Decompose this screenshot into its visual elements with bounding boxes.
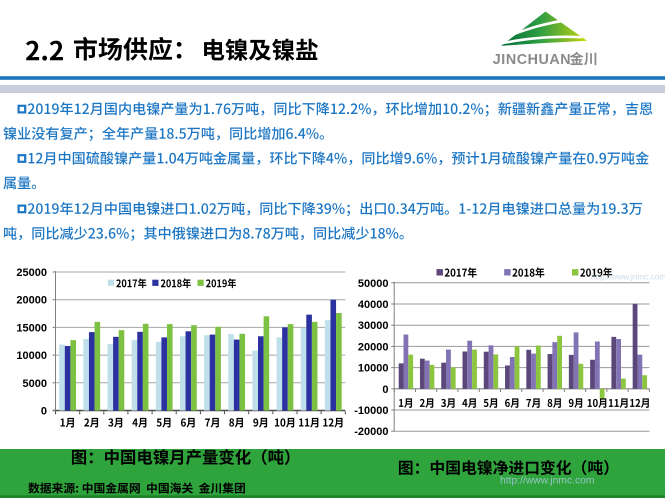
svg-text:http://www.jnmc.com: http://www.jnmc.com — [500, 476, 594, 487]
svg-text:25000: 25000 — [16, 267, 47, 279]
svg-text:JINCHUAN: JINCHUAN — [493, 52, 571, 68]
svg-text:-10000: -10000 — [354, 405, 388, 417]
svg-text:40000: 40000 — [358, 299, 389, 311]
svg-text:http://www.jnmc.com: http://www.jnmc.com — [591, 273, 665, 282]
svg-text:5000: 5000 — [23, 378, 47, 390]
svg-text:10000: 10000 — [16, 350, 47, 362]
svg-text:50000: 50000 — [358, 278, 389, 290]
svg-text:20000: 20000 — [16, 295, 47, 307]
svg-text:0: 0 — [41, 406, 47, 418]
svg-text:-20000: -20000 — [354, 426, 388, 438]
svg-text:30000: 30000 — [358, 320, 389, 332]
svg-text:20000: 20000 — [358, 341, 389, 353]
svg-text:0: 0 — [382, 384, 388, 396]
svg-text:15000: 15000 — [16, 322, 47, 334]
svg-text:10000: 10000 — [358, 363, 389, 375]
